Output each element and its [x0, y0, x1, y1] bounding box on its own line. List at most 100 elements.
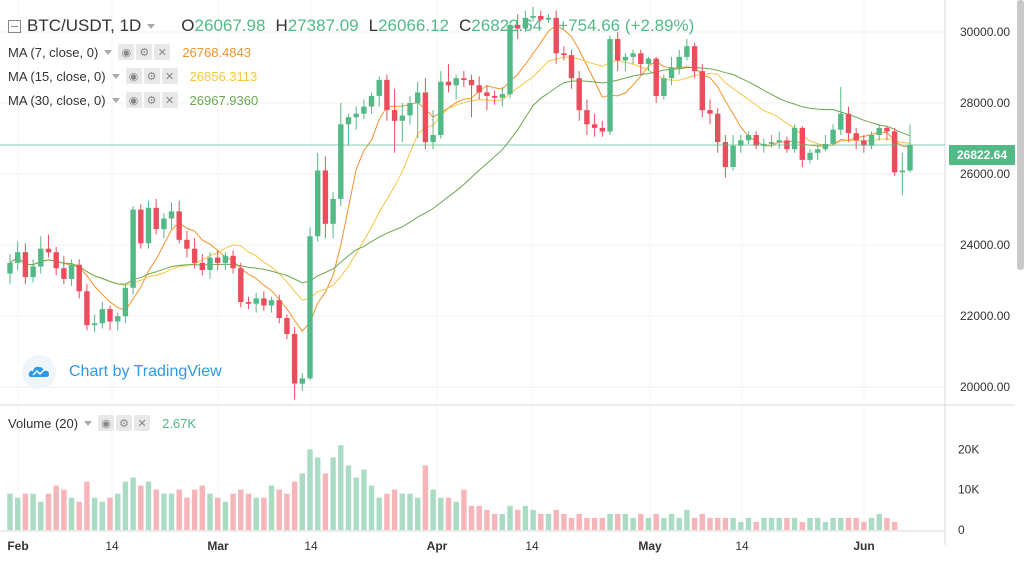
indicator-ma30: MA (30, close, 0) ◉ ⚙ ✕ 26967.9360 [8, 92, 258, 108]
candle-up [522, 17, 529, 29]
volume-bar [668, 513, 675, 530]
volume-bar [545, 513, 552, 530]
tradingview-watermark[interactable]: Chart by TradingView [22, 355, 222, 389]
volume-bar [661, 517, 667, 530]
eye-icon[interactable]: ◉ [118, 44, 135, 60]
ma15-label[interactable]: MA (15, close, 0) [8, 68, 106, 84]
candle-up [768, 142, 775, 144]
high-label: H [275, 16, 288, 35]
volume-bar [153, 489, 159, 530]
volume-bar [622, 513, 629, 530]
scrollbar[interactable] [1017, 0, 1024, 270]
close-icon[interactable]: ✕ [161, 92, 178, 108]
open-label: O [181, 16, 195, 35]
change-value: +754.66 (+2.89%) [558, 16, 695, 35]
volume-bar [699, 513, 705, 530]
ma30-caret-icon[interactable] [111, 97, 120, 103]
close-icon[interactable]: ✕ [161, 68, 178, 84]
volume-bar [230, 493, 236, 530]
collapse-toggle-icon[interactable] [8, 19, 21, 33]
candle-down [638, 53, 644, 64]
volume-bar [676, 517, 682, 530]
candle-up [299, 378, 305, 384]
gear-icon[interactable]: ⚙ [136, 44, 153, 60]
volume-bar [499, 513, 505, 530]
candle-down [891, 131, 898, 173]
candle-up [907, 144, 913, 171]
ma30-label[interactable]: MA (30, close, 0) [8, 92, 106, 108]
candle-up [338, 124, 344, 199]
candle-down [284, 318, 290, 334]
volume-bar [799, 521, 805, 530]
volume-bar [315, 457, 321, 530]
volume-bar [176, 489, 182, 530]
candle-up [745, 135, 752, 141]
volume-bar [853, 517, 859, 530]
volume-legend: Volume (20) ◉ ⚙ ✕ 2.67K [8, 415, 196, 431]
symbol-caret-icon[interactable] [147, 23, 156, 29]
volume-bar [884, 517, 890, 530]
volume-bar [484, 509, 490, 530]
volume-bar [576, 513, 582, 530]
gear-icon[interactable]: ⚙ [143, 68, 160, 84]
volume-bar [115, 493, 121, 530]
volume-bar [868, 517, 875, 530]
volume-bar [91, 497, 98, 530]
candle-up [838, 113, 844, 130]
candle-up [91, 323, 98, 326]
candle-down [753, 135, 759, 146]
time-tick-label: 14 [304, 539, 318, 553]
volume-bar [515, 509, 521, 530]
volume-label[interactable]: Volume (20) [8, 415, 79, 431]
candle-down [199, 262, 205, 270]
volume-bar [491, 513, 498, 530]
volume-bar [653, 513, 659, 530]
volume-bar [553, 509, 559, 530]
volume-caret-icon[interactable] [84, 420, 93, 426]
eye-icon[interactable]: ◉ [125, 92, 142, 108]
volume-bar [268, 485, 275, 530]
volume-tick-label: 10K [958, 483, 979, 497]
volume-bar [322, 473, 329, 530]
ma7-caret-icon[interactable] [104, 49, 113, 55]
volume-bar [861, 521, 867, 530]
candle-down [799, 127, 805, 160]
candle-down [599, 127, 605, 132]
eye-icon[interactable]: ◉ [125, 68, 142, 84]
time-tick-label: Mar [207, 539, 229, 553]
candle-down [176, 211, 182, 240]
volume-bar [761, 517, 767, 530]
volume-bar [199, 485, 205, 530]
time-tick-label: Jun [853, 539, 874, 553]
candle-down [653, 58, 659, 96]
volume-bar [76, 501, 82, 531]
open-value: 26067.98 [194, 16, 266, 35]
volume-bar [138, 485, 144, 530]
close-icon[interactable]: ✕ [134, 415, 151, 431]
ma7-label[interactable]: MA (7, close, 0) [8, 44, 99, 60]
ma30-value: 26967.9360 [189, 92, 259, 108]
high-value: 27387.09 [287, 16, 359, 35]
volume-bar [738, 521, 744, 530]
gear-icon[interactable]: ⚙ [116, 415, 133, 431]
volume-bar [291, 481, 298, 530]
volume-bar [215, 497, 221, 530]
candle-down [138, 209, 144, 244]
ma15-line [9, 56, 911, 301]
volume-bar [407, 493, 413, 530]
candle-down [538, 16, 544, 20]
symbol-name[interactable]: BTC/USDT, 1D [27, 16, 142, 35]
eye-icon[interactable]: ◉ [98, 415, 115, 431]
candle-down [461, 78, 467, 80]
ma15-caret-icon[interactable] [111, 73, 120, 79]
close-icon[interactable]: ✕ [154, 44, 171, 60]
candle-up [268, 300, 275, 306]
volume-bar [568, 517, 575, 530]
candle-up [453, 78, 459, 86]
volume-bar [715, 517, 721, 530]
gear-icon[interactable]: ⚙ [143, 92, 160, 108]
candle-down [484, 92, 490, 96]
candle-down [391, 110, 398, 121]
candle-down [322, 170, 329, 224]
